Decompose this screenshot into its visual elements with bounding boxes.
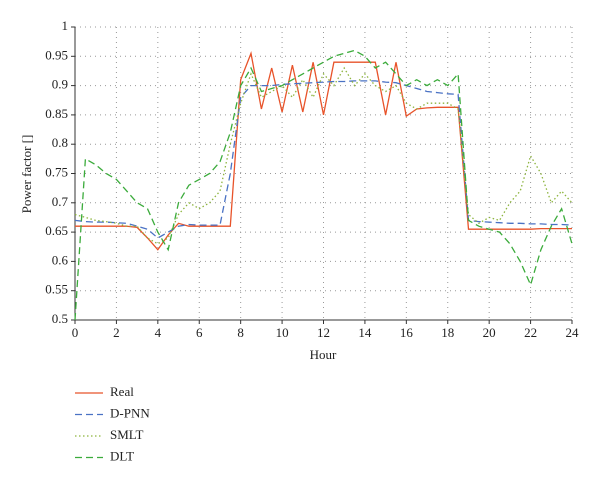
y-tick-label: 0.9 bbox=[52, 77, 68, 92]
y-tick-label: 0.55 bbox=[45, 282, 68, 297]
x-tick-label: 14 bbox=[358, 325, 372, 340]
series-line bbox=[74, 49, 573, 321]
x-tick-label: 18 bbox=[441, 325, 454, 340]
x-tick-label: 6 bbox=[196, 325, 203, 340]
x-tick-label: 4 bbox=[155, 325, 162, 340]
y-tick-label: 0.8 bbox=[52, 135, 68, 150]
x-tick-label: 8 bbox=[237, 325, 244, 340]
x-tick-label: 0 bbox=[72, 325, 79, 340]
series-line bbox=[74, 66, 573, 245]
y-tick-label: 0.65 bbox=[45, 223, 68, 238]
y-tick-label: 0.7 bbox=[52, 194, 69, 209]
legend-label: SMLT bbox=[110, 427, 144, 442]
series-line bbox=[74, 80, 573, 239]
x-tick-label: 10 bbox=[276, 325, 289, 340]
y-tick-label: 1 bbox=[62, 18, 69, 33]
x-tick-label: 20 bbox=[483, 325, 496, 340]
legend-label: Real bbox=[110, 384, 134, 399]
x-tick-label: 16 bbox=[400, 325, 414, 340]
x-tick-label: 2 bbox=[113, 325, 120, 340]
x-tick-label: 12 bbox=[317, 325, 330, 340]
legend-label: D-PNN bbox=[110, 405, 150, 420]
y-tick-label: 0.6 bbox=[52, 252, 69, 267]
y-tick-label: 0.95 bbox=[45, 47, 68, 62]
y-tick-label: 0.5 bbox=[52, 311, 68, 326]
x-tick-label: 22 bbox=[524, 325, 537, 340]
x-axis-label: Hour bbox=[310, 347, 337, 362]
y-axis-label: Power factor [] bbox=[19, 135, 34, 214]
y-tick-label: 0.85 bbox=[45, 106, 68, 121]
y-tick-label: 0.75 bbox=[45, 164, 68, 179]
legend-label: DLT bbox=[110, 448, 134, 463]
x-tick-label: 24 bbox=[566, 325, 580, 340]
